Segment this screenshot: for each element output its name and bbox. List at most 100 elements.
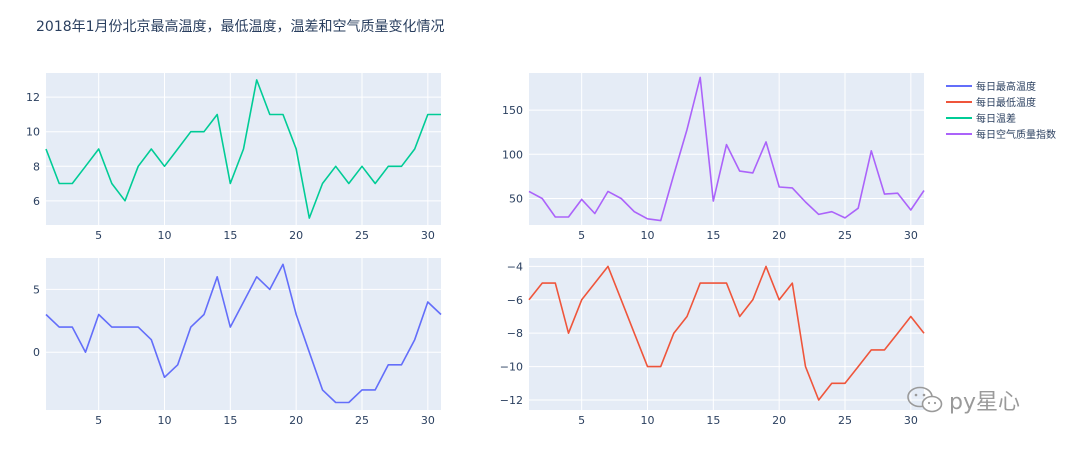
chart-title: 2018年1月份北京最高温度，最低温度，温差和空气质量变化情况 <box>36 19 445 35</box>
data-point <box>791 282 793 284</box>
series-line <box>528 265 925 401</box>
wechat-icon <box>907 386 943 413</box>
data-point <box>413 338 415 340</box>
data-point <box>765 141 767 143</box>
x-tick-label: 20 <box>772 414 786 427</box>
y-tick-label: 0 <box>33 346 40 359</box>
x-tick-label: 5 <box>95 414 102 427</box>
data-point <box>620 197 622 199</box>
legend-label: 每日最高温度 <box>976 80 1036 93</box>
plot-background <box>529 73 924 225</box>
data-point <box>427 301 429 303</box>
data-point <box>844 382 846 384</box>
data-point <box>413 148 415 150</box>
legend-label: 每日温差 <box>976 112 1016 125</box>
data-point <box>150 148 152 150</box>
data-point <box>910 209 912 211</box>
data-point <box>896 192 898 194</box>
data-point <box>923 332 925 334</box>
data-point <box>387 364 389 366</box>
data-point <box>528 299 530 301</box>
data-point <box>374 389 376 391</box>
x-tick-label: 10 <box>158 414 172 427</box>
y-tick-label: −12 <box>500 394 523 407</box>
data-point <box>659 365 661 367</box>
subplot-4: 5 10 15 20 25 30 −4 −6 −8 −10 −12 <box>500 258 925 427</box>
data-point <box>554 282 556 284</box>
data-point <box>255 276 257 278</box>
data-point <box>176 364 178 366</box>
data-point <box>361 389 363 391</box>
data-point <box>554 216 556 218</box>
x-tick-label: 10 <box>158 229 172 242</box>
y-tick-label: −10 <box>500 361 523 374</box>
data-point <box>282 263 284 265</box>
series-line <box>45 263 442 404</box>
data-point <box>216 113 218 115</box>
data-point <box>791 187 793 189</box>
x-tick-label: 15 <box>223 414 237 427</box>
watermark: py星心 <box>905 384 1020 416</box>
data-point <box>567 216 569 218</box>
x-tick-label: 30 <box>421 414 435 427</box>
data-point <box>831 211 833 213</box>
data-point <box>633 332 635 334</box>
data-point <box>607 190 609 192</box>
data-point <box>699 76 701 78</box>
data-point <box>528 190 530 192</box>
data-point <box>124 200 126 202</box>
data-point <box>883 193 885 195</box>
data-point <box>111 182 113 184</box>
data-point <box>870 150 872 152</box>
data-point <box>400 364 402 366</box>
data-point <box>607 265 609 267</box>
data-point <box>725 143 727 145</box>
data-point <box>242 301 244 303</box>
y-tick-label: 12 <box>26 91 40 104</box>
data-point <box>203 313 205 315</box>
data-point <box>190 326 192 328</box>
data-point <box>567 332 569 334</box>
series-line <box>45 79 441 219</box>
data-point <box>71 182 73 184</box>
x-tick-label: 20 <box>289 414 303 427</box>
data-point <box>163 165 165 167</box>
data-point <box>255 79 257 81</box>
data-point <box>673 332 675 334</box>
data-point <box>387 165 389 167</box>
data-point <box>308 217 310 219</box>
data-point <box>97 148 99 150</box>
x-tick-label: 20 <box>289 229 303 242</box>
data-point <box>334 165 336 167</box>
subplot-2: 5 10 15 20 25 30 50 100 150 <box>502 73 925 242</box>
data-point <box>440 313 442 315</box>
data-point <box>646 365 648 367</box>
data-point <box>896 332 898 334</box>
x-tick-label: 5 <box>578 414 585 427</box>
x-tick-label: 30 <box>421 229 435 242</box>
data-point <box>752 172 754 174</box>
x-tick-label: 30 <box>904 414 918 427</box>
data-point <box>765 265 767 267</box>
data-point <box>242 148 244 150</box>
data-point <box>870 349 872 351</box>
data-point <box>203 131 205 133</box>
data-point <box>58 326 60 328</box>
legend-label: 每日最低温度 <box>976 96 1036 109</box>
plot-background <box>529 258 924 410</box>
y-tick-label: −6 <box>507 294 523 307</box>
data-point <box>778 186 780 188</box>
y-tick-label: 5 <box>33 283 40 296</box>
data-point <box>659 219 661 221</box>
data-point <box>910 315 912 317</box>
series-line <box>528 76 925 222</box>
data-point <box>321 182 323 184</box>
watermark-text: py星心 <box>949 390 1020 415</box>
y-tick-label: 8 <box>33 160 40 173</box>
data-point <box>361 165 363 167</box>
data-point <box>738 315 740 317</box>
data-point <box>580 198 582 200</box>
x-tick-label: 15 <box>706 414 720 427</box>
